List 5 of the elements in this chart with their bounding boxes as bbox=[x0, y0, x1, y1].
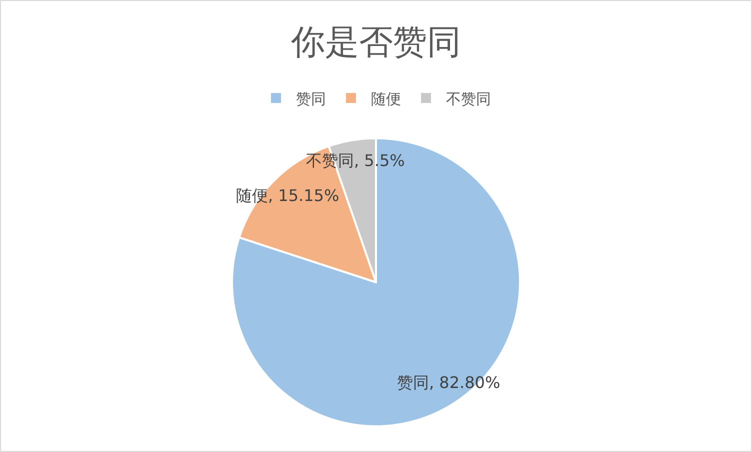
legend-label: 赞同 bbox=[296, 90, 326, 108]
pie-slice bbox=[231, 137, 521, 428]
chart-title: 你是否赞同 bbox=[290, 22, 461, 62]
legend-label: 不赞同 bbox=[446, 90, 491, 108]
legend-label: 随便 bbox=[371, 90, 401, 108]
